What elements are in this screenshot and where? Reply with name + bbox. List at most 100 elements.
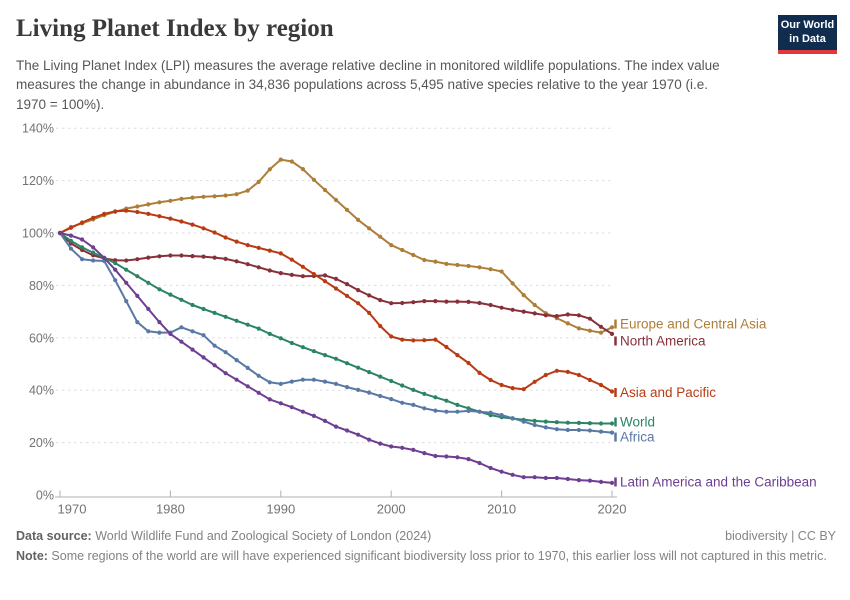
series-marker <box>245 243 250 248</box>
series-group-latin-america-and-the-caribbean[interactable]: Latin America and the Caribbean <box>57 230 817 490</box>
series-marker <box>157 320 162 325</box>
series-marker <box>146 211 151 216</box>
series-marker <box>333 286 339 291</box>
series-marker <box>278 157 283 162</box>
series-marker <box>609 421 615 426</box>
series-marker <box>444 299 449 304</box>
chart-note: Note: Some regions of the world are will… <box>16 548 836 565</box>
series-group-asia-and-pacific[interactable]: Asia and Pacific <box>57 208 716 400</box>
series-line <box>59 158 613 334</box>
series-label-africa[interactable]: Africa <box>620 430 655 445</box>
series-marker <box>389 243 394 248</box>
series-marker <box>124 208 129 213</box>
series-marker <box>234 259 239 264</box>
series-marker <box>499 269 504 274</box>
series-marker <box>576 427 582 433</box>
series-label-north-america[interactable]: North America <box>620 333 706 348</box>
series-marker <box>311 272 316 277</box>
series-marker <box>179 196 184 201</box>
series-marker <box>300 377 305 382</box>
series-marker <box>433 259 438 264</box>
series-marker <box>223 235 228 240</box>
series-marker <box>157 214 162 219</box>
series-label-world[interactable]: World <box>620 414 655 429</box>
series-marker <box>356 387 361 392</box>
y-tick-label: 40% <box>29 384 54 398</box>
series-marker <box>609 325 615 330</box>
series-marker <box>521 475 526 480</box>
series-marker <box>411 252 416 258</box>
series-marker <box>135 274 140 279</box>
note-value: Some regions of the world are will have … <box>47 549 827 563</box>
series-marker <box>289 159 294 164</box>
series-marker <box>466 299 471 304</box>
series-marker <box>378 298 383 303</box>
series-marker <box>267 380 272 385</box>
series-marker <box>400 247 405 253</box>
series-marker <box>135 293 140 298</box>
series-marker <box>322 187 328 193</box>
series-marker <box>124 267 129 272</box>
series-marker <box>91 250 96 255</box>
series-marker <box>102 211 107 216</box>
x-tick-label: 1990 <box>266 502 295 517</box>
series-marker <box>543 475 548 481</box>
series-marker <box>356 217 361 222</box>
series-marker <box>80 220 85 225</box>
y-tick-label: 80% <box>29 279 54 293</box>
series-marker <box>477 370 482 375</box>
series-label-asia-and-pacific[interactable]: Asia and Pacific <box>620 385 716 400</box>
series-marker <box>466 457 471 462</box>
series-marker <box>322 379 328 384</box>
series-marker <box>245 262 250 267</box>
series-marker <box>179 297 184 302</box>
series-marker <box>179 339 184 344</box>
series-marker <box>278 271 283 276</box>
series-marker <box>201 333 206 338</box>
series-marker <box>400 337 405 342</box>
series-group-north-america[interactable]: North America <box>57 230 706 349</box>
series-marker <box>311 349 316 354</box>
series-marker <box>245 188 250 193</box>
series-marker <box>466 408 471 413</box>
series-marker <box>422 391 427 396</box>
series-group-europe-and-central-asia[interactable]: Europe and Central Asia <box>57 157 767 335</box>
series-marker <box>433 453 438 459</box>
series-marker <box>212 363 217 368</box>
series-marker <box>212 230 217 235</box>
series-marker <box>587 328 593 333</box>
series-marker <box>322 353 328 358</box>
owid-logo[interactable]: Our World in Data <box>778 15 837 54</box>
y-tick-label: 140% <box>22 122 54 136</box>
series-marker <box>135 204 140 209</box>
series-marker <box>422 299 427 304</box>
series-marker <box>168 198 173 203</box>
series-marker <box>367 226 372 231</box>
series-label-latin-america-and-the-caribbean[interactable]: Latin America and the Caribbean <box>620 474 817 489</box>
series-marker <box>433 299 438 304</box>
series-marker <box>477 265 482 270</box>
series-marker <box>223 256 228 261</box>
series-marker <box>267 268 272 273</box>
series-marker <box>256 390 261 395</box>
series-marker <box>389 444 394 449</box>
series-marker <box>444 454 449 459</box>
series-marker <box>565 369 570 374</box>
x-tick-label: 2000 <box>377 502 406 517</box>
license-link[interactable]: biodiversity | CC BY <box>725 529 836 543</box>
series-marker <box>146 306 151 312</box>
series-marker <box>168 253 173 258</box>
x-tick-label: 1970 <box>58 502 87 517</box>
series-marker <box>124 299 129 304</box>
series-marker <box>543 425 548 430</box>
series-marker <box>245 322 250 327</box>
series-marker <box>80 257 85 262</box>
series-marker <box>344 282 350 287</box>
series-group-africa[interactable]: Africa <box>57 230 655 445</box>
series-label-europe-and-central-asia[interactable]: Europe and Central Asia <box>620 317 767 332</box>
series-marker <box>289 340 294 346</box>
series-marker <box>300 345 305 350</box>
series-marker <box>532 475 537 480</box>
data-source-text: Data source: World Wildlife Fund and Zoo… <box>16 529 431 543</box>
